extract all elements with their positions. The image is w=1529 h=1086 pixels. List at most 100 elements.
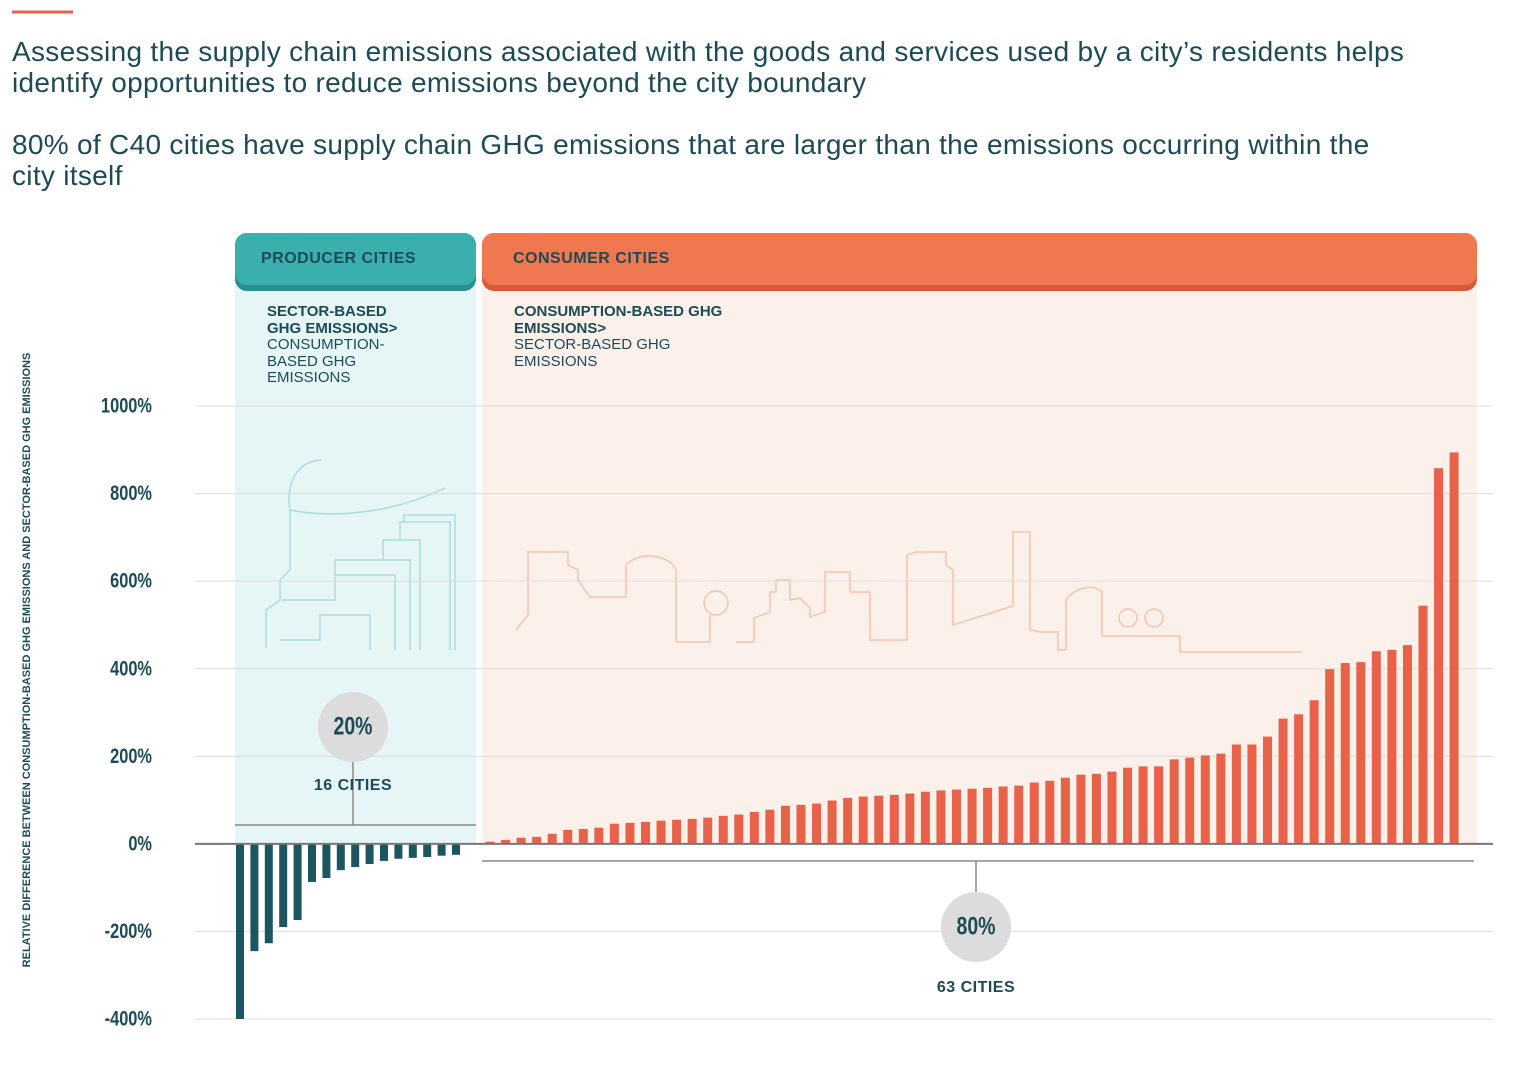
bar <box>1123 767 1133 844</box>
bar <box>952 789 961 844</box>
bar <box>322 843 331 879</box>
note-bold: CONSUMPTION-BASED GHG EMISSIONS> <box>514 303 723 337</box>
illustration <box>515 531 1302 653</box>
y-tick-label: 200% <box>110 744 152 767</box>
bar <box>718 815 728 844</box>
bar <box>394 843 403 859</box>
bar <box>1029 782 1039 844</box>
note-text: SECTOR-BASED GHG EMISSIONS <box>514 336 671 370</box>
bar <box>1216 753 1226 844</box>
bar <box>594 827 604 844</box>
bar <box>703 817 713 844</box>
bar <box>827 800 837 844</box>
bar <box>1014 785 1024 844</box>
bar <box>351 843 360 868</box>
bar <box>380 843 388 861</box>
bar <box>578 828 588 844</box>
bar <box>1325 669 1335 844</box>
bar <box>563 829 573 844</box>
panel-header <box>482 233 1477 285</box>
bar <box>423 843 432 857</box>
y-tick-label: 400% <box>110 656 152 679</box>
bar <box>1402 645 1412 844</box>
bar <box>812 803 822 844</box>
note-text: CONSUMPTION-BASED GHG EMISSIONS <box>267 336 385 386</box>
bar <box>452 843 460 855</box>
panel-header-label: PRODUCER CITIES <box>261 250 417 267</box>
illustration <box>265 459 456 650</box>
bar <box>1107 771 1117 844</box>
share-label: 20% <box>333 712 372 740</box>
panel-note: CONSUMPTION-BASED GHG EMISSIONS> SECTOR-B… <box>514 303 724 370</box>
bar <box>516 837 526 844</box>
bar <box>983 787 993 844</box>
illustration <box>1118 608 1138 628</box>
bar <box>308 843 316 882</box>
bar <box>1247 744 1257 844</box>
bar <box>1340 663 1350 844</box>
bar <box>1418 605 1428 844</box>
panel-note: SECTOR-BASED GHG EMISSIONS> CONSUMPTION-B… <box>267 303 417 387</box>
bar <box>1091 773 1101 844</box>
y-tick-label: 0% <box>128 831 152 854</box>
bar <box>264 843 273 944</box>
bar <box>734 814 744 844</box>
bar <box>1076 774 1086 844</box>
bar <box>749 811 759 844</box>
bar <box>998 786 1008 844</box>
y-tick-label: -200% <box>105 919 153 942</box>
count-label: 63 CITIES <box>936 979 1016 996</box>
bar <box>547 833 557 844</box>
bar <box>656 820 666 844</box>
bar <box>874 795 884 844</box>
y-tick-label: 600% <box>110 569 152 592</box>
bar <box>1138 766 1148 844</box>
bar <box>1449 452 1459 844</box>
bar <box>1356 662 1366 844</box>
bar <box>1278 718 1288 844</box>
y-tick-label: 1000% <box>101 394 152 417</box>
bar <box>1185 757 1195 844</box>
bar <box>1434 468 1444 844</box>
note-bold: SECTOR-BASED GHG EMISSIONS> <box>267 303 398 337</box>
chart-title: Assessing the supply chain emissions ass… <box>12 36 1405 98</box>
panel-header <box>235 233 476 285</box>
bar <box>796 804 806 844</box>
count-label: 16 CITIES <box>313 777 393 794</box>
share-badge <box>941 892 1011 962</box>
bar <box>532 836 542 844</box>
bar <box>1169 759 1179 844</box>
bar <box>687 818 697 844</box>
bar <box>1294 714 1304 844</box>
chart-subtitle: 80% of C40 cities have supply chain GHG … <box>12 129 1370 191</box>
bar <box>1045 780 1055 844</box>
bar <box>1263 736 1272 844</box>
bar <box>408 843 417 858</box>
bar <box>858 796 868 844</box>
bar <box>1309 700 1319 844</box>
bar <box>1387 649 1397 844</box>
bar <box>1200 755 1210 844</box>
illustration <box>1144 608 1164 628</box>
bar <box>1154 766 1164 844</box>
bar <box>765 809 775 844</box>
bar <box>625 822 635 844</box>
bar <box>905 793 915 844</box>
bar <box>920 791 930 844</box>
share-label: 80% <box>956 912 995 940</box>
share-badge <box>318 692 388 762</box>
bar <box>365 843 374 864</box>
bar <box>609 823 619 844</box>
bar <box>967 788 977 844</box>
bar <box>437 843 446 856</box>
bar <box>336 843 345 871</box>
bar <box>936 790 946 844</box>
bar <box>843 797 853 844</box>
y-tick-label: 800% <box>110 481 152 504</box>
bar <box>236 843 244 1019</box>
bar <box>889 794 899 844</box>
bar <box>250 843 259 952</box>
bar <box>672 819 682 844</box>
illustration <box>703 590 729 616</box>
